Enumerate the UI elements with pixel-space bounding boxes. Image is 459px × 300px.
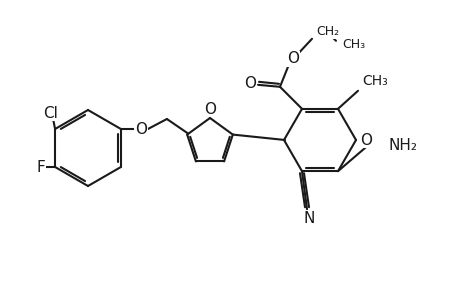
Text: O: O	[203, 101, 216, 116]
Text: O: O	[243, 76, 256, 91]
Text: O: O	[359, 133, 371, 148]
Text: CH₃: CH₃	[341, 38, 364, 51]
Text: NH₂: NH₂	[388, 137, 417, 152]
Text: CH₂: CH₂	[315, 25, 338, 38]
Text: N: N	[302, 211, 314, 226]
Text: O: O	[134, 122, 146, 136]
Text: O: O	[286, 51, 298, 66]
Text: F: F	[37, 160, 45, 175]
Text: Cl: Cl	[43, 106, 57, 121]
Text: CH₃: CH₃	[361, 74, 387, 88]
